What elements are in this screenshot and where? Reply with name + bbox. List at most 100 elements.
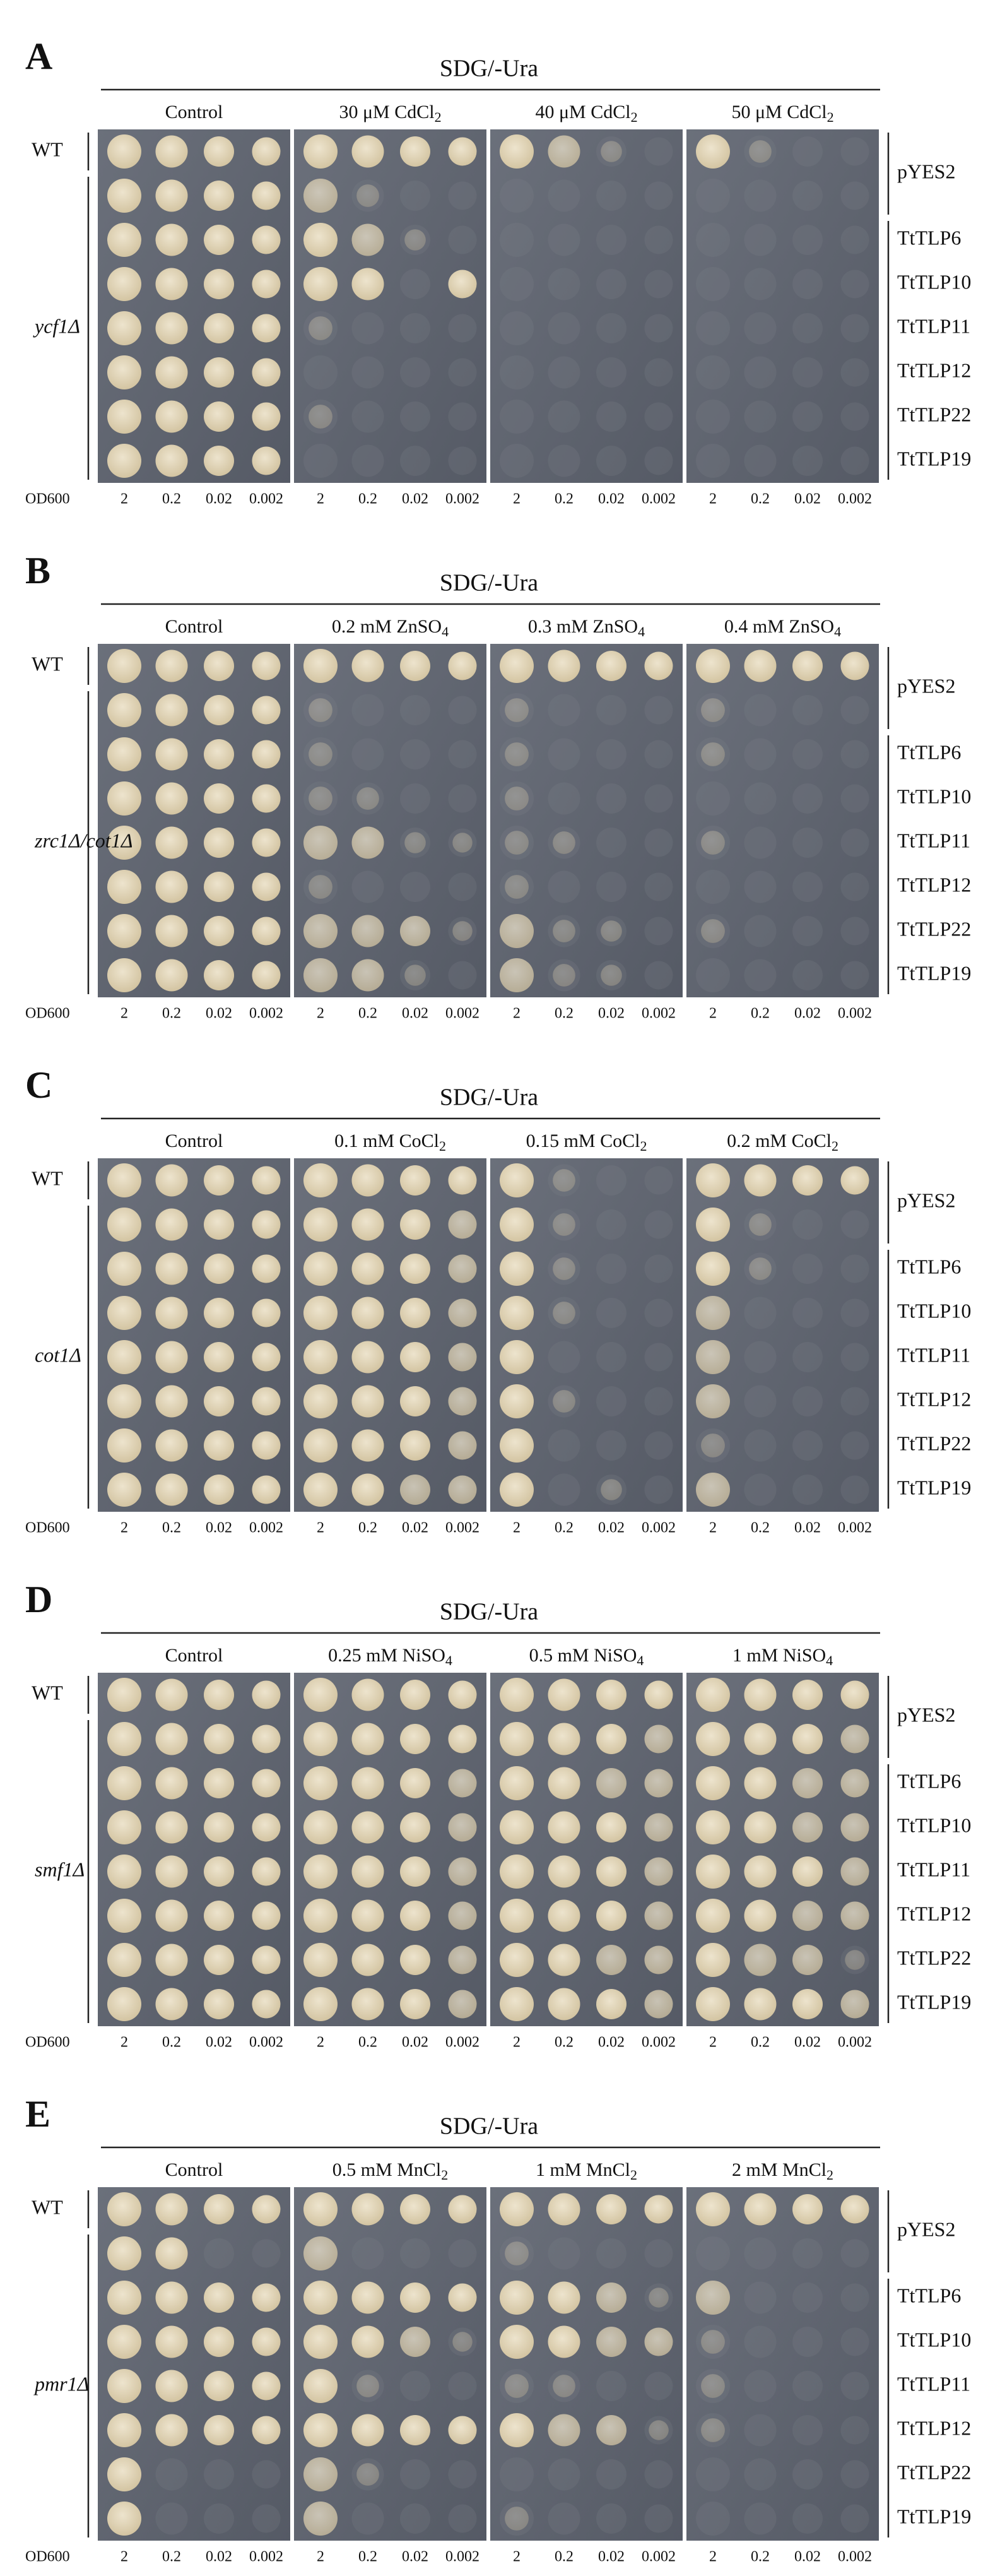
strain-label: smf1Δ: [35, 1858, 85, 1880]
colony-spot: [303, 2502, 338, 2536]
dilution-label: 2: [709, 491, 717, 507]
colony-spot: [448, 1387, 477, 1416]
colony-spot: [400, 1856, 430, 1887]
colony-spot: [204, 1680, 234, 1710]
colony-spot: [155, 268, 188, 300]
colony-spot: [107, 1428, 141, 1463]
colony-spot: [400, 1430, 430, 1461]
colony-spot: [107, 267, 141, 301]
construct-label: TtTLP22: [897, 1946, 971, 1969]
colony-spot: [351, 268, 384, 300]
construct-label: TtTLP22: [897, 2460, 971, 2483]
spot-ghost: [840, 181, 869, 210]
colony-spot: [303, 2281, 338, 2315]
spot-ghost: [840, 2460, 869, 2489]
colony-spot: [400, 1475, 430, 1505]
condition-text: 1 mM MnCl: [536, 2159, 630, 2180]
spot-ghost: [792, 136, 823, 167]
spot-ghost: [644, 828, 673, 857]
construct-label: TtTLP6: [897, 1769, 961, 1792]
condition-label: 30 μM CdCl2: [339, 102, 441, 125]
colony-spot: [500, 2325, 534, 2359]
colony-spot: [500, 1899, 534, 1933]
spot-ghost: [744, 223, 777, 256]
colony-spot: [601, 920, 622, 942]
colony-spot: [309, 405, 332, 429]
colony-spot: [448, 1343, 477, 1372]
dilution-label: 0.2: [358, 1006, 377, 1022]
colony-spot: [252, 1254, 281, 1283]
colony-spot: [840, 1166, 869, 1195]
colony-spot: [696, 1766, 730, 1800]
spot-ghost: [840, 1431, 869, 1460]
spot-ghost: [644, 917, 673, 946]
colony-spot: [696, 1678, 730, 1712]
panel-title: SDG/-Ura: [440, 1084, 538, 1111]
condition-label: 0.2 mM CoCl2: [727, 1131, 838, 1154]
spot-ghost: [351, 444, 384, 477]
colony-spot: [548, 1723, 580, 1755]
spot-ghost: [596, 269, 626, 299]
construct-label: TtTLP22: [897, 403, 971, 425]
colony-spot: [701, 1433, 725, 1457]
spot-ghost: [448, 225, 477, 254]
condition-subscript: 4: [826, 1653, 833, 1668]
construct-label: TtTLP12: [897, 359, 971, 381]
spot-ghost: [644, 696, 673, 725]
spot-ghost: [400, 783, 430, 814]
spot-ghost: [840, 225, 869, 254]
spot-ghost: [252, 2504, 281, 2533]
colony-spot: [303, 223, 338, 257]
colony-spot: [644, 2327, 673, 2356]
colony-spot: [596, 1901, 626, 1931]
colony-spot: [107, 1766, 141, 1800]
construct-label: TtTLP22: [897, 1432, 971, 1454]
colony-spot: [749, 1257, 772, 1280]
colony-spot: [400, 1901, 430, 1931]
colony-spot: [204, 1901, 234, 1931]
dilution-label: 0.02: [402, 2549, 428, 2565]
colony-spot: [252, 1769, 281, 1798]
panel-letter: A: [25, 35, 52, 77]
strain-label: zrc1Δ/cot1Δ: [34, 829, 132, 852]
condition-text: Control: [165, 2159, 223, 2180]
colony-spot: [644, 1990, 673, 2019]
spot-ghost: [548, 444, 580, 477]
dilution-label: 2: [317, 1006, 324, 1022]
spot-ghost: [744, 2237, 777, 2270]
colony-spot: [351, 826, 384, 859]
spot-ghost: [548, 694, 580, 727]
dilution-label: 0.002: [838, 2549, 872, 2565]
spot-ghost: [840, 137, 869, 166]
colony-spot: [840, 1680, 869, 1709]
dilution-label: 0.002: [642, 491, 676, 507]
colony-spot: [840, 651, 869, 680]
colony-spot: [107, 2281, 141, 2315]
colony-spot: [749, 140, 772, 163]
spot-ghost: [448, 402, 477, 431]
colony-spot: [500, 1810, 534, 1844]
dilution-label: 2: [121, 2549, 128, 2565]
colony-spot: [601, 1479, 622, 1500]
spot-ghost: [744, 915, 777, 947]
wt-label: WT: [32, 1166, 63, 1189]
condition-text: 0.5 mM NiSO: [529, 1645, 637, 1666]
dilution-label: 2: [709, 2034, 717, 2051]
colony-spot: [351, 2325, 384, 2358]
colony-spot: [448, 1680, 477, 1709]
dilution-label: 2: [317, 491, 324, 507]
spot-ghost: [448, 181, 477, 210]
spot-ghost: [696, 223, 730, 257]
colony-spot: [252, 2416, 281, 2445]
condition-subscript: 4: [442, 624, 449, 639]
colony-spot: [204, 783, 234, 814]
dilution-label: 0.002: [445, 1520, 479, 1536]
dilution-label: 0.02: [206, 2549, 232, 2565]
colony-spot: [204, 136, 234, 167]
condition-text: 2 mM MnCl: [732, 2159, 826, 2180]
spot-ghost: [448, 740, 477, 769]
colony-spot: [696, 1163, 730, 1197]
colony-spot: [400, 2194, 430, 2224]
